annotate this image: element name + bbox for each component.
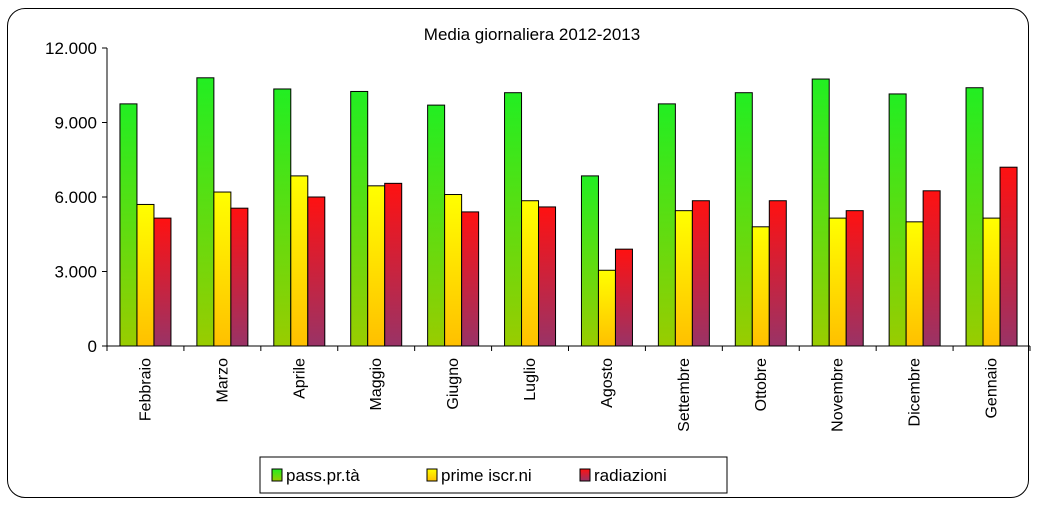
- x-tick-label: Febbraio: [137, 358, 154, 421]
- y-tick-label: 6.000: [54, 188, 97, 207]
- bar-radiazioni: [461, 211, 480, 347]
- bar-pass-pr-ta: [427, 104, 446, 347]
- bar-pass-pr-ta: [811, 78, 830, 347]
- legend: pass.pr.tà prime iscr.ni radiazioni: [259, 456, 728, 494]
- y-tick-label: 3.000: [54, 263, 97, 282]
- bar-prime-iscr-ni: [521, 200, 540, 347]
- legend-label: prime iscr.ni: [441, 466, 532, 485]
- legend-label: radiazioni: [594, 466, 667, 485]
- bar-prime-iscr-ni: [751, 226, 770, 347]
- x-tick-label: Giugno: [445, 358, 462, 410]
- bar-prime-iscr-ni: [367, 185, 386, 347]
- bar-pass-pr-ta: [657, 103, 676, 347]
- legend-box: [259, 456, 728, 494]
- bar-prime-iscr-ni: [290, 175, 309, 347]
- y-tick-label: 0: [88, 337, 97, 356]
- bar-prime-iscr-ni: [982, 217, 1001, 347]
- x-tick-label: Ottobre: [753, 358, 770, 411]
- bar-radiazioni: [691, 200, 710, 347]
- bar-radiazioni: [384, 182, 403, 347]
- y-tick-label: 12.000: [45, 39, 97, 58]
- x-tick-label: Marzo: [214, 358, 231, 403]
- bar-pass-pr-ta: [888, 93, 907, 347]
- bar-pass-pr-ta: [119, 103, 138, 347]
- bar-radiazioni: [922, 190, 941, 347]
- bar-radiazioni: [614, 248, 633, 347]
- bar-radiazioni: [153, 217, 172, 347]
- legend-swatch: [426, 468, 438, 482]
- x-tick-label: Aprile: [291, 358, 308, 399]
- x-tick-label: Novembre: [830, 358, 847, 432]
- x-tick-label: Settembre: [676, 358, 693, 432]
- bar-pass-pr-ta: [196, 77, 215, 347]
- chart-title: Media giornaliera 2012-2013: [424, 25, 640, 44]
- bar-pass-pr-ta: [273, 88, 292, 347]
- legend-label: pass.pr.tà: [286, 466, 360, 485]
- x-tick-label: Dicembre: [907, 358, 924, 427]
- bars: [119, 77, 1018, 347]
- bar-prime-iscr-ni: [213, 191, 232, 347]
- bar-pass-pr-ta: [734, 92, 753, 347]
- x-tick-label: Agosto: [599, 358, 616, 408]
- bar-radiazioni: [230, 207, 249, 347]
- legend-swatch: [271, 468, 283, 482]
- category-labels: Febbraio Marzo Aprile Maggio Giugno Luglio Ago…: [137, 358, 1000, 432]
- bar-radiazioni: [845, 210, 864, 347]
- bar-radiazioni: [999, 166, 1018, 347]
- axes: 0 3.000 6.000 9.000 12.000: [45, 39, 1031, 356]
- bar-prime-iscr-ni: [444, 194, 463, 347]
- y-tick-label: 9.000: [54, 114, 97, 133]
- bar-prime-iscr-ni: [905, 221, 924, 347]
- bar-pass-pr-ta: [504, 92, 523, 347]
- bar-radiazioni: [307, 196, 326, 347]
- bar-prime-iscr-ni: [597, 269, 616, 347]
- bar-pass-pr-ta: [580, 175, 599, 347]
- x-tick-label: Luglio: [522, 358, 539, 401]
- bar-radiazioni: [768, 200, 787, 347]
- bar-prime-iscr-ni: [136, 203, 155, 347]
- bar-pass-pr-ta: [965, 87, 984, 347]
- bar-prime-iscr-ni: [674, 210, 693, 347]
- x-tick-label: Maggio: [368, 358, 385, 411]
- legend-swatch: [579, 468, 591, 482]
- bar-radiazioni: [538, 206, 557, 347]
- x-tick-label: Gennaio: [984, 358, 1001, 419]
- bar-prime-iscr-ni: [828, 217, 847, 347]
- bar-pass-pr-ta: [350, 90, 369, 347]
